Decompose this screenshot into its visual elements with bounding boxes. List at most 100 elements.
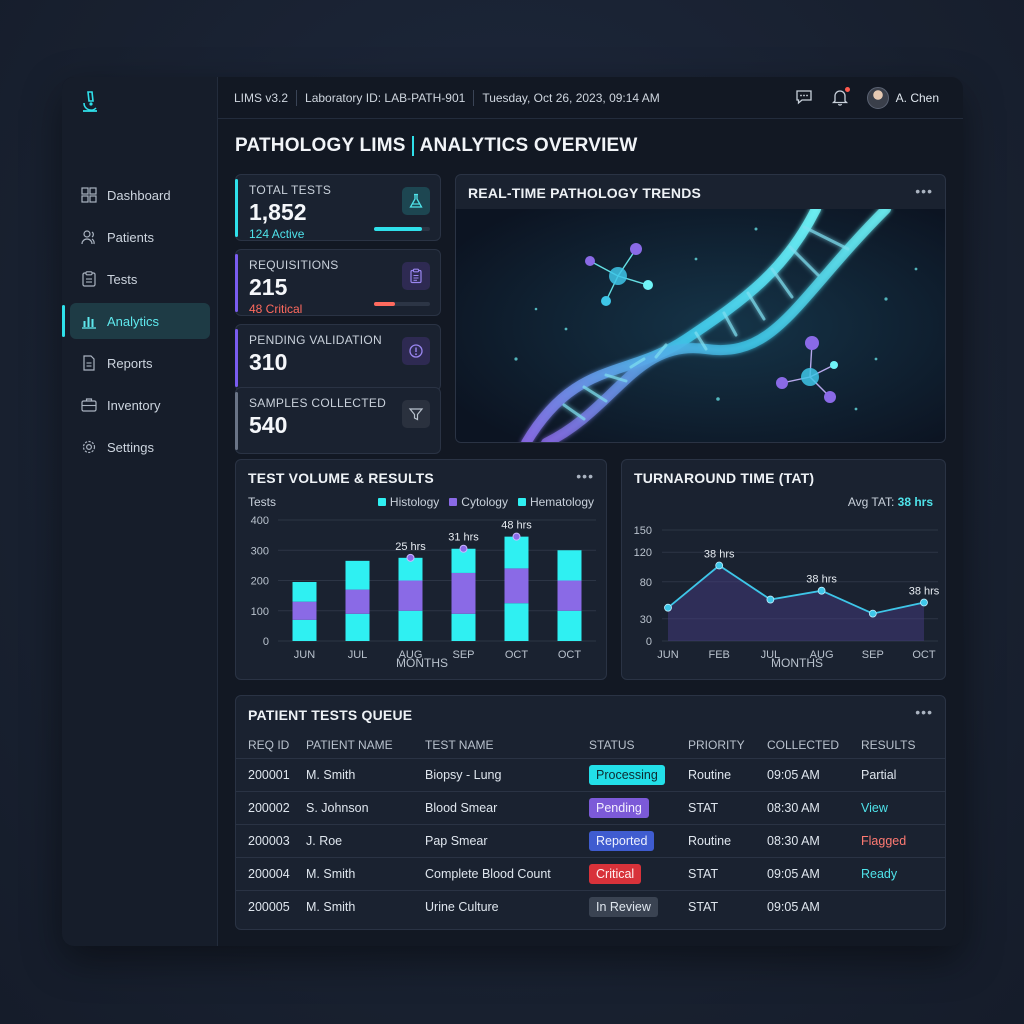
legend-item-hematology[interactable]: Hematology bbox=[517, 495, 594, 509]
bar-segment bbox=[504, 603, 529, 641]
kpi-requisitions[interactable]: REQUISITIONS 215 48 Critical bbox=[235, 249, 441, 316]
column-header[interactable]: PATIENT NAME bbox=[306, 738, 393, 753]
column-header[interactable]: PRIORITY bbox=[688, 738, 745, 753]
series-line bbox=[667, 564, 925, 615]
y-tick-label: 0 bbox=[263, 636, 269, 648]
tat-chart-plot: 0 30 80 120 150 JUN 38 hrs FEB JUL 38 hrs AUG SEP 38… bbox=[634, 525, 940, 661]
x-tick-label: OCT bbox=[558, 649, 582, 661]
collected-time: 09:05 AM bbox=[767, 757, 861, 791]
data-point bbox=[766, 595, 775, 604]
data-point bbox=[664, 603, 672, 612]
annotation-marker bbox=[406, 553, 415, 562]
more-options-icon[interactable]: ••• bbox=[915, 704, 933, 720]
queue-title: PATIENT TESTS QUEUE bbox=[248, 707, 413, 723]
x-tick-label: JUN bbox=[657, 649, 678, 661]
bar-segment bbox=[292, 582, 317, 602]
sidebar-item-inventory[interactable]: Inventory bbox=[70, 387, 210, 423]
volume-chart-xlabel: MONTHS bbox=[396, 656, 448, 670]
test-name: Urine Culture bbox=[425, 889, 589, 923]
column-header[interactable]: COLLECTED bbox=[767, 738, 840, 753]
page-title-left: PATHOLOGY LIMS bbox=[235, 135, 406, 156]
kpi-sub: 48 Critical bbox=[249, 302, 303, 316]
user-name: A. Chen bbox=[895, 91, 939, 105]
kpi-samples-collected[interactable]: SAMPLES COLLECTED 540 bbox=[235, 387, 441, 454]
sidebar-item-label: Reports bbox=[107, 355, 153, 371]
status-badge: Reported bbox=[589, 830, 655, 851]
microscope-icon[interactable] bbox=[80, 89, 100, 115]
sidebar-item-dashboard[interactable]: Dashboard bbox=[70, 177, 210, 213]
sidebar-item-settings[interactable]: Settings bbox=[70, 429, 210, 465]
result[interactable]: Flagged bbox=[861, 823, 945, 857]
table-row[interactable]: 200004 M. Smith Complete Blood Count Critic… bbox=[236, 856, 945, 890]
data-point bbox=[715, 561, 724, 570]
result[interactable]: Partial bbox=[861, 757, 945, 791]
annotation-label: 25 hrs bbox=[395, 541, 426, 553]
y-tick-label: 100 bbox=[251, 606, 269, 618]
bar-segment bbox=[398, 610, 423, 641]
page-title: PATHOLOGY LIMS ANALYTICS OVERVIEW bbox=[235, 135, 638, 157]
document-icon bbox=[80, 354, 98, 372]
chat-icon[interactable] bbox=[795, 88, 813, 109]
column-header[interactable]: TEST NAME bbox=[425, 738, 494, 753]
req-id: 200005 bbox=[236, 889, 306, 923]
filter-icon bbox=[402, 400, 430, 428]
bar-chart-icon bbox=[80, 312, 98, 330]
kpi-accent bbox=[235, 179, 238, 237]
table-row[interactable]: 200003 J. Roe Pap Smear Reported Routine 08:3… bbox=[236, 823, 945, 857]
legend-label: Hematology bbox=[529, 495, 594, 509]
y-tick-label: 80 bbox=[640, 577, 652, 589]
more-options-icon[interactable]: ••• bbox=[576, 468, 594, 484]
req-id: 200003 bbox=[236, 823, 306, 857]
user-menu[interactable]: A. Chen bbox=[866, 87, 939, 109]
legend-item-histology[interactable]: Histology bbox=[377, 495, 439, 509]
data-label: 38 hrs bbox=[806, 574, 837, 586]
x-tick-label: AUG bbox=[810, 649, 834, 661]
y-tick-label: 400 bbox=[251, 515, 269, 527]
bar-segment bbox=[557, 550, 582, 581]
kpi-label: REQUISITIONS bbox=[249, 258, 339, 272]
annotation-marker bbox=[512, 532, 521, 541]
page-title-right: ANALYTICS OVERVIEW bbox=[419, 135, 638, 156]
y-tick-label: 0 bbox=[646, 636, 652, 648]
bar-segment bbox=[292, 619, 317, 641]
table-row[interactable]: 200005 M. Smith Urine Culture In Review STAT… bbox=[236, 889, 945, 923]
result[interactable]: View bbox=[861, 790, 945, 824]
sidebar-item-tests[interactable]: Tests bbox=[70, 261, 210, 297]
kpi-pending-validation[interactable]: PENDING VALIDATION 310 bbox=[235, 324, 441, 391]
kpi-accent bbox=[235, 392, 238, 450]
sidebar-item-label: Tests bbox=[107, 271, 138, 287]
briefcase-icon bbox=[80, 396, 98, 414]
table-row[interactable]: 200002 S. Johnson Blood Smear Pending STAT 08… bbox=[236, 790, 945, 824]
line-area bbox=[668, 565, 924, 641]
avatar bbox=[866, 87, 889, 109]
tat-chart-xlabel: MONTHS bbox=[771, 656, 823, 670]
patient-name: M. Smith bbox=[306, 856, 425, 890]
avg-tat-value: 38 hrs bbox=[897, 495, 933, 509]
column-header[interactable]: RESULTS bbox=[861, 738, 916, 753]
bar-segment bbox=[398, 580, 423, 611]
volume-chart-ylabel: Tests bbox=[248, 495, 277, 509]
kpi-total-tests[interactable]: TOTAL TESTS 1,852 124 Active bbox=[235, 174, 441, 241]
column-header[interactable]: STATUS bbox=[589, 738, 635, 753]
bar-segment bbox=[451, 572, 476, 614]
bell-icon[interactable] bbox=[831, 86, 850, 109]
trends-panel: REAL-TIME PATHOLOGY TRENDS ••• bbox=[455, 174, 946, 443]
column-header[interactable]: REQ ID bbox=[248, 738, 290, 753]
status-badge: Critical bbox=[589, 863, 642, 884]
grid-icon bbox=[80, 186, 98, 204]
sidebar-item-analytics[interactable]: Analytics bbox=[62, 303, 210, 339]
dna-illustration bbox=[456, 209, 945, 442]
sidebar-item-reports[interactable]: Reports bbox=[70, 345, 210, 381]
status-cell: Processing bbox=[589, 757, 688, 791]
table-row[interactable]: 200001 M. Smith Biopsy - Lung Processing Rou… bbox=[236, 757, 945, 791]
sidebar-item-patients[interactable]: Patients bbox=[70, 219, 210, 255]
legend-item-cytology[interactable]: Cytology bbox=[449, 495, 508, 509]
kpi-label: TOTAL TESTS bbox=[249, 183, 332, 197]
bar-segment bbox=[451, 548, 476, 573]
legend-swatch bbox=[449, 498, 458, 506]
priority: Routine bbox=[688, 757, 767, 791]
app-version: LIMS v3.2 bbox=[234, 90, 289, 105]
more-options-icon[interactable]: ••• bbox=[915, 183, 933, 199]
result[interactable]: Ready bbox=[861, 856, 945, 890]
test-name: Blood Smear bbox=[425, 790, 589, 824]
